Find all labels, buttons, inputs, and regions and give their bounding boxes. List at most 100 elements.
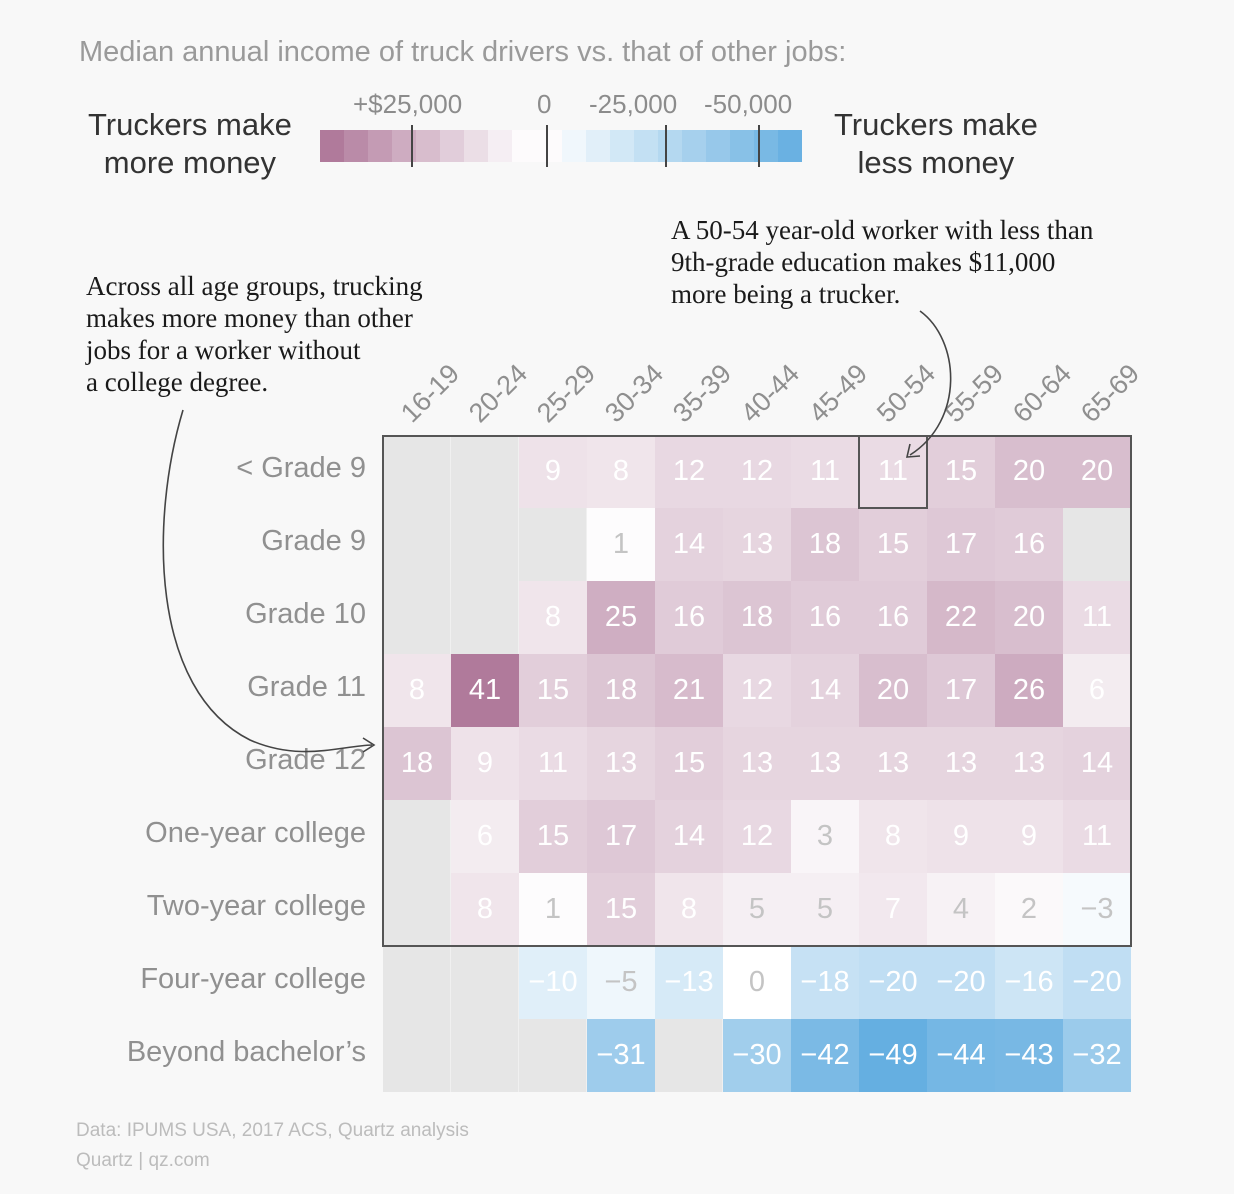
row-label: One-year college xyxy=(145,817,366,849)
heatmap-cell: 15 xyxy=(859,508,927,581)
legend-swatch-zero xyxy=(512,130,562,162)
heatmap-cell: 14 xyxy=(655,508,723,581)
legend-left-line-2: more money xyxy=(103,145,277,180)
annotation-left-line: a college degree. xyxy=(86,367,269,397)
annotation-right-line: A 50-54 year-old worker with less than xyxy=(671,215,1094,245)
heatmap-cell: 12 xyxy=(723,800,791,873)
heatmap-cell: −10 xyxy=(519,946,587,1019)
row-label: Grade 9 xyxy=(261,525,366,557)
heatmap-cell: 13 xyxy=(927,727,995,800)
column-label: 65-69 xyxy=(1075,358,1146,429)
legend-swatch-more xyxy=(464,130,488,162)
legend-tick-plus25: +$25,000 xyxy=(353,89,463,119)
column-label: 45-49 xyxy=(803,358,874,429)
annotation-left-line: makes more money than other xyxy=(86,303,413,333)
heatmap-cell: 6 xyxy=(1063,654,1131,727)
heatmap-cell: 18 xyxy=(791,508,859,581)
legend-swatch-less xyxy=(682,130,706,162)
heatmap-cell: −20 xyxy=(1063,946,1131,1019)
column-label: 20-24 xyxy=(463,358,534,429)
annotation-right-line: more being a trucker. xyxy=(671,279,901,309)
heatmap-cell: 4 xyxy=(927,873,995,946)
heatmap-cell: 11 xyxy=(791,435,859,508)
heatmap-cell: 8 xyxy=(859,800,927,873)
heatmap-cell-empty xyxy=(451,946,519,1019)
heatmap-cell: 14 xyxy=(791,654,859,727)
annotation-left-line: Across all age groups, trucking xyxy=(86,271,423,301)
heatmap-cell: 22 xyxy=(927,581,995,654)
heatmap-cell: −16 xyxy=(995,946,1063,1019)
heatmap-cell: −18 xyxy=(791,946,859,1019)
legend-swatch-more xyxy=(440,130,464,162)
legend-swatch-more xyxy=(416,130,440,162)
heatmap-cell-empty xyxy=(655,1019,723,1092)
heatmap-cell: 14 xyxy=(655,800,723,873)
heatmap-cell: 13 xyxy=(859,727,927,800)
heatmap-cell: 1 xyxy=(519,873,587,946)
heatmap-cell-empty xyxy=(519,508,587,581)
column-label: 50-54 xyxy=(871,358,942,429)
heatmap-cell: −31 xyxy=(587,1019,655,1092)
heatmap-cell: 17 xyxy=(927,508,995,581)
heatmap-cell: 16 xyxy=(995,508,1063,581)
legend-tick-minus25: -25,000 xyxy=(589,89,678,119)
legend-swatch-less xyxy=(586,130,610,162)
heatmap-cell-empty xyxy=(383,800,451,873)
heatmap-cell: 20 xyxy=(859,654,927,727)
legend-left-line-1: Truckers make xyxy=(88,107,292,142)
chart-title: Median annual income of truck drivers vs… xyxy=(79,36,847,68)
legend-right-line-2: less money xyxy=(857,145,1015,180)
heatmap-cell: 14 xyxy=(1063,727,1131,800)
heatmap-cell: 13 xyxy=(791,727,859,800)
legend-tick-zero: 0 xyxy=(537,89,552,119)
legend-swatch-more xyxy=(320,130,344,162)
heatmap-cell: −20 xyxy=(859,946,927,1019)
heatmap-cell-empty xyxy=(451,1019,519,1092)
heatmap-cell-empty xyxy=(1063,508,1131,581)
heatmap-cell: 3 xyxy=(791,800,859,873)
row-label: Grade 12 xyxy=(245,744,366,776)
heatmap-cell: −5 xyxy=(587,946,655,1019)
row-label: Two-year college xyxy=(146,890,366,922)
heatmap-cell: 9 xyxy=(451,727,519,800)
heatmap-cell: −3 xyxy=(1063,873,1131,946)
heatmap-cell-empty xyxy=(383,873,451,946)
row-label: Four-year college xyxy=(140,963,366,995)
heatmap-cell: 41 xyxy=(451,654,519,727)
column-label: 60-64 xyxy=(1007,358,1078,429)
heatmap-cell: 18 xyxy=(723,581,791,654)
legend-tick-minus50: -50,000 xyxy=(704,89,793,119)
heatmap-cell: 8 xyxy=(655,873,723,946)
heatmap-cell: 15 xyxy=(519,654,587,727)
row-label: < Grade 9 xyxy=(236,452,366,484)
heatmap-cell: 13 xyxy=(723,508,791,581)
annotation-right: A 50-54 year-old worker with less than 9… xyxy=(671,214,1093,310)
heatmap-cell: 12 xyxy=(655,435,723,508)
legend-swatch-less xyxy=(634,130,658,162)
heatmap-cell: 8 xyxy=(451,873,519,946)
heatmap-cell: 11 xyxy=(1063,581,1131,654)
column-label: 30-34 xyxy=(599,358,670,429)
heatmap-cell: 13 xyxy=(995,727,1063,800)
heatmap-cell-empty xyxy=(519,1019,587,1092)
legend-swatch-more xyxy=(344,130,368,162)
annotation-left-line: jobs for a worker without xyxy=(86,335,361,365)
heatmap-cell: 9 xyxy=(927,800,995,873)
heatmap-cell: 15 xyxy=(927,435,995,508)
heatmap-cell-empty xyxy=(383,581,451,654)
heatmap-cell: −42 xyxy=(791,1019,859,1092)
heatmap-cell: −44 xyxy=(927,1019,995,1092)
heatmap-cell-empty xyxy=(383,435,451,508)
heatmap-cell: 18 xyxy=(587,654,655,727)
heatmap-cell-empty xyxy=(451,508,519,581)
row-label: Grade 11 xyxy=(247,671,366,703)
column-label: 55-59 xyxy=(939,358,1010,429)
row-label: Grade 10 xyxy=(245,598,366,630)
column-label: 25-29 xyxy=(531,358,602,429)
heatmap-cell-empty xyxy=(383,1019,451,1092)
heatmap-cell: 16 xyxy=(791,581,859,654)
heatmap-cell-empty xyxy=(383,946,451,1019)
row-label: Beyond bachelor’s xyxy=(126,1036,366,1068)
heatmap-cell: 0 xyxy=(723,946,791,1019)
footer-source: Data: IPUMS USA, 2017 ACS, Quartz analys… xyxy=(76,1120,469,1141)
